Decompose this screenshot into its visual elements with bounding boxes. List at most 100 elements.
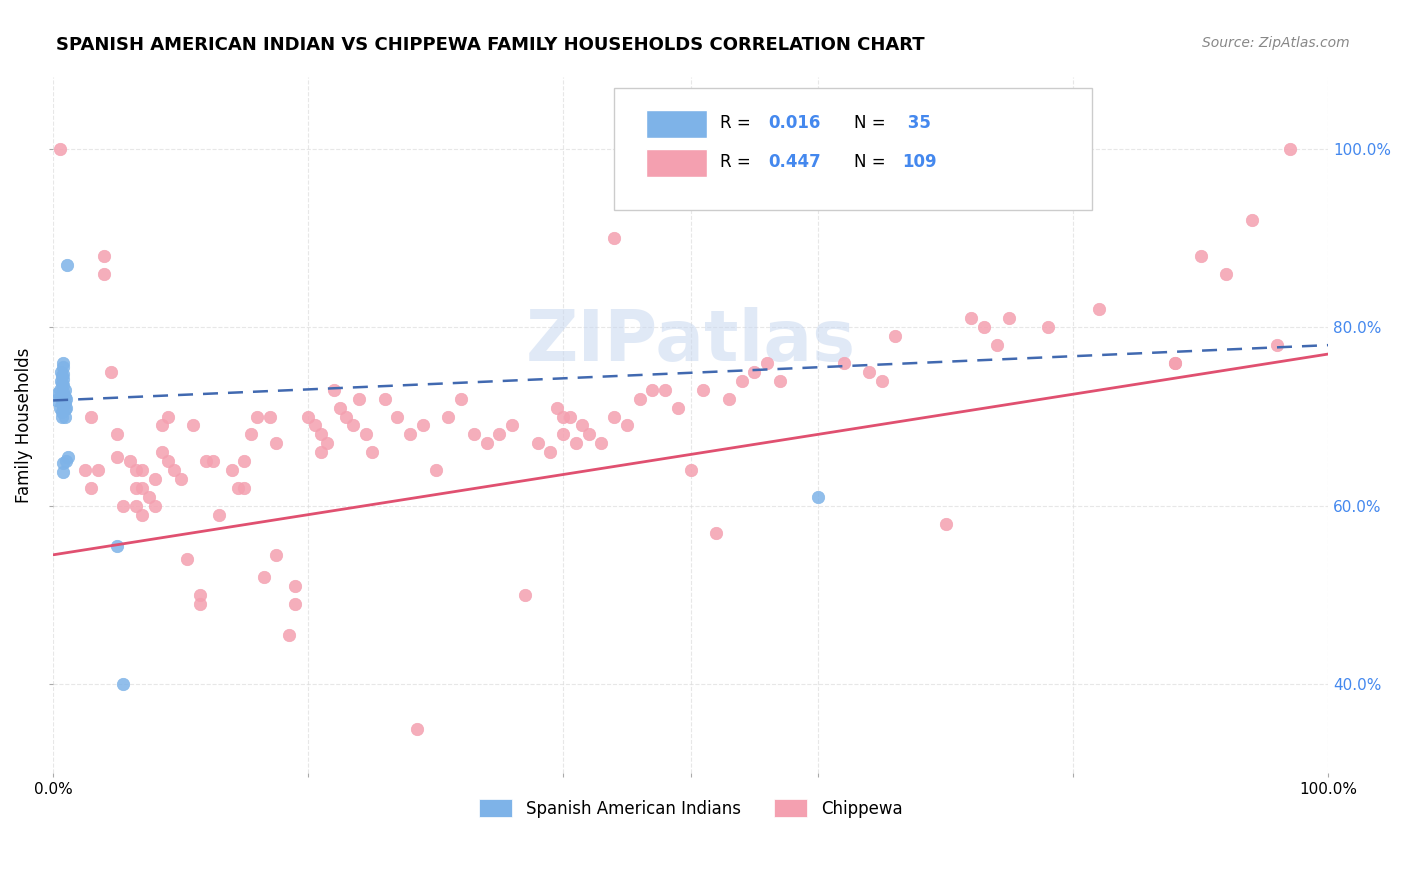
Point (342, 418, 364, 433)
Point (138, 490, 160, 504)
Point (252, 570, 274, 584)
Point (832, 356, 855, 370)
Point (80, 409, 103, 424)
Text: R =: R = (720, 153, 756, 170)
Point (143, 499, 166, 513)
Point (73, 463, 96, 477)
Point (259, 409, 281, 424)
Point (264, 436, 287, 450)
Point (354, 427, 377, 442)
Point (513, 588, 536, 602)
Point (53, 390, 76, 404)
Text: 35: 35 (903, 113, 931, 132)
Point (221, 463, 243, 477)
Point (131, 481, 153, 495)
Point (679, 463, 702, 477)
Point (730, 374, 752, 388)
Point (45, 393, 67, 408)
Point (150, 445, 173, 459)
Point (125, 499, 148, 513)
Point (112, 499, 135, 513)
Point (112, 677, 135, 691)
Point (195, 454, 218, 468)
Point (53, 409, 76, 424)
Point (935, 516, 957, 531)
Point (56, 258, 79, 272)
Point (641, 383, 664, 397)
Point (986, 338, 1008, 352)
Point (1036, 320, 1059, 334)
Point (52, 372, 75, 386)
Point (361, 445, 384, 459)
FancyBboxPatch shape (614, 88, 1092, 210)
Point (55, 454, 77, 468)
Text: ZIPatlas: ZIPatlas (526, 308, 856, 376)
Point (169, 472, 191, 486)
Point (870, 374, 893, 388)
Point (46, 386, 69, 401)
Point (118, 454, 141, 468)
Point (463, 427, 485, 442)
Point (51, 405, 73, 419)
Point (347, 392, 370, 406)
Point (883, 329, 905, 343)
Point (437, 409, 460, 424)
Point (1265, 338, 1288, 352)
Point (553, 409, 575, 424)
Point (387, 409, 409, 424)
Point (603, 409, 626, 424)
Point (309, 427, 332, 442)
Point (309, 445, 332, 459)
Point (304, 418, 326, 433)
Point (329, 401, 352, 415)
Point (105, 539, 128, 553)
Text: Source: ZipAtlas.com: Source: ZipAtlas.com (1202, 36, 1350, 50)
Point (717, 392, 740, 406)
Point (226, 481, 249, 495)
Point (654, 383, 676, 397)
Point (93, 267, 115, 281)
Text: 0.447: 0.447 (769, 153, 821, 170)
Point (156, 454, 179, 468)
Point (55, 392, 77, 406)
Point (49, 365, 72, 379)
Point (183, 418, 205, 433)
Point (52, 456, 75, 470)
Point (125, 481, 148, 495)
Point (125, 463, 148, 477)
Point (374, 392, 396, 406)
Point (1215, 267, 1237, 281)
Text: SPANISH AMERICAN INDIAN VS CHIPPEWA FAMILY HOUSEHOLDS CORRELATION CHART: SPANISH AMERICAN INDIAN VS CHIPPEWA FAMI… (56, 36, 925, 54)
Point (591, 436, 613, 450)
Point (704, 525, 727, 540)
Point (399, 427, 422, 442)
Point (239, 427, 262, 442)
Point (105, 427, 128, 442)
Point (52, 384, 75, 399)
Point (48, 401, 70, 415)
Point (553, 427, 575, 442)
Y-axis label: Family Households: Family Households (15, 348, 32, 503)
Point (1164, 356, 1187, 370)
Point (960, 311, 983, 326)
Point (52, 356, 75, 370)
Point (51, 396, 73, 410)
Point (616, 418, 638, 433)
Point (52, 360, 75, 375)
Point (322, 383, 344, 397)
Point (405, 722, 427, 736)
Point (1087, 302, 1109, 317)
Point (538, 445, 561, 459)
Point (58, 450, 80, 464)
Point (1278, 142, 1301, 156)
Text: R =: R = (720, 113, 756, 132)
Text: N =: N = (853, 153, 891, 170)
Point (1189, 249, 1212, 263)
FancyBboxPatch shape (645, 149, 707, 177)
Point (131, 508, 153, 522)
Point (105, 450, 128, 464)
Text: N =: N = (853, 113, 891, 132)
Point (1164, 356, 1187, 370)
Point (998, 311, 1021, 326)
Point (87, 463, 110, 477)
